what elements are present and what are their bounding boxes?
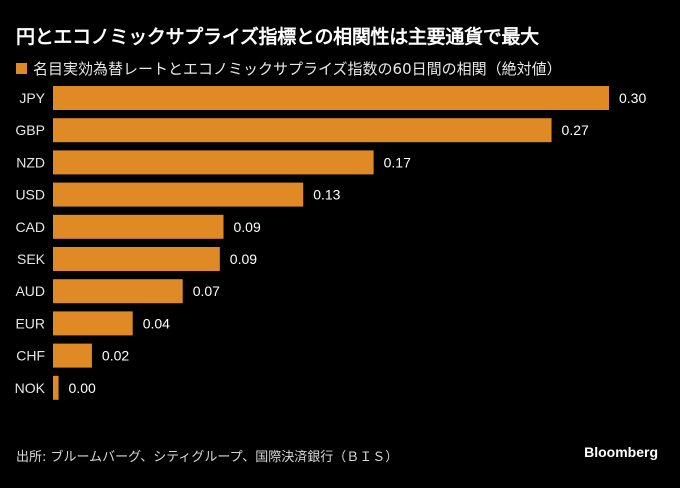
category-label-nok: NOK	[15, 380, 46, 396]
bar-sek	[53, 247, 220, 271]
value-label-usd: 0.13	[313, 187, 340, 203]
category-label-cad: CAD	[15, 219, 45, 235]
value-label-gbp: 0.27	[562, 122, 589, 138]
bar-nzd	[53, 150, 374, 175]
category-label-eur: EUR	[15, 315, 45, 331]
bar-nok	[53, 375, 59, 400]
category-label-sek: SEK	[17, 251, 46, 267]
legend-label: 名目実効為替レートとエコノミックサプライズ指数の60日間の相関（絶対値）	[33, 60, 562, 78]
value-label-nzd: 0.17	[384, 154, 411, 170]
legend: 名目実効為替レートとエコノミックサプライズ指数の60日間の相関（絶対値）	[16, 58, 562, 79]
legend-swatch	[16, 63, 27, 74]
value-label-cad: 0.09	[234, 219, 261, 235]
bar-chart: JPY 0.30 GBP 0.27 NZD 0.17 USD 0.13 CAD 0.09 SEK 0.…	[15, 86, 646, 400]
value-label-jpy: 0.30	[619, 90, 646, 106]
value-label-chf: 0.02	[102, 348, 129, 364]
bloomberg-logo: Bloomberg	[584, 444, 658, 460]
category-label-jpy: JPY	[19, 90, 45, 106]
category-label-gbp: GBP	[15, 122, 45, 138]
bar-aud	[53, 279, 183, 304]
category-label-chf: CHF	[16, 348, 45, 364]
value-label-sek: 0.09	[230, 251, 257, 267]
chart-title: 円とエコノミックサプライズ指標との相関性は主要通貨で最大	[16, 26, 539, 48]
source-note: 出所: ブルームバーグ、シティグループ、国際決済銀行（ＢＩＳ）	[16, 450, 399, 465]
bar-chf	[53, 343, 92, 368]
bar-cad	[53, 214, 224, 239]
value-label-nok: 0.00	[69, 380, 96, 396]
bar-eur	[53, 311, 133, 336]
category-label-usd: USD	[15, 187, 45, 203]
bar-gbp	[53, 118, 552, 143]
bar-jpy	[53, 86, 609, 110]
bar-usd	[53, 182, 304, 207]
value-label-aud: 0.07	[193, 283, 220, 299]
value-label-eur: 0.04	[143, 315, 170, 331]
category-label-nzd: NZD	[16, 154, 45, 170]
category-label-aud: AUD	[15, 283, 45, 299]
